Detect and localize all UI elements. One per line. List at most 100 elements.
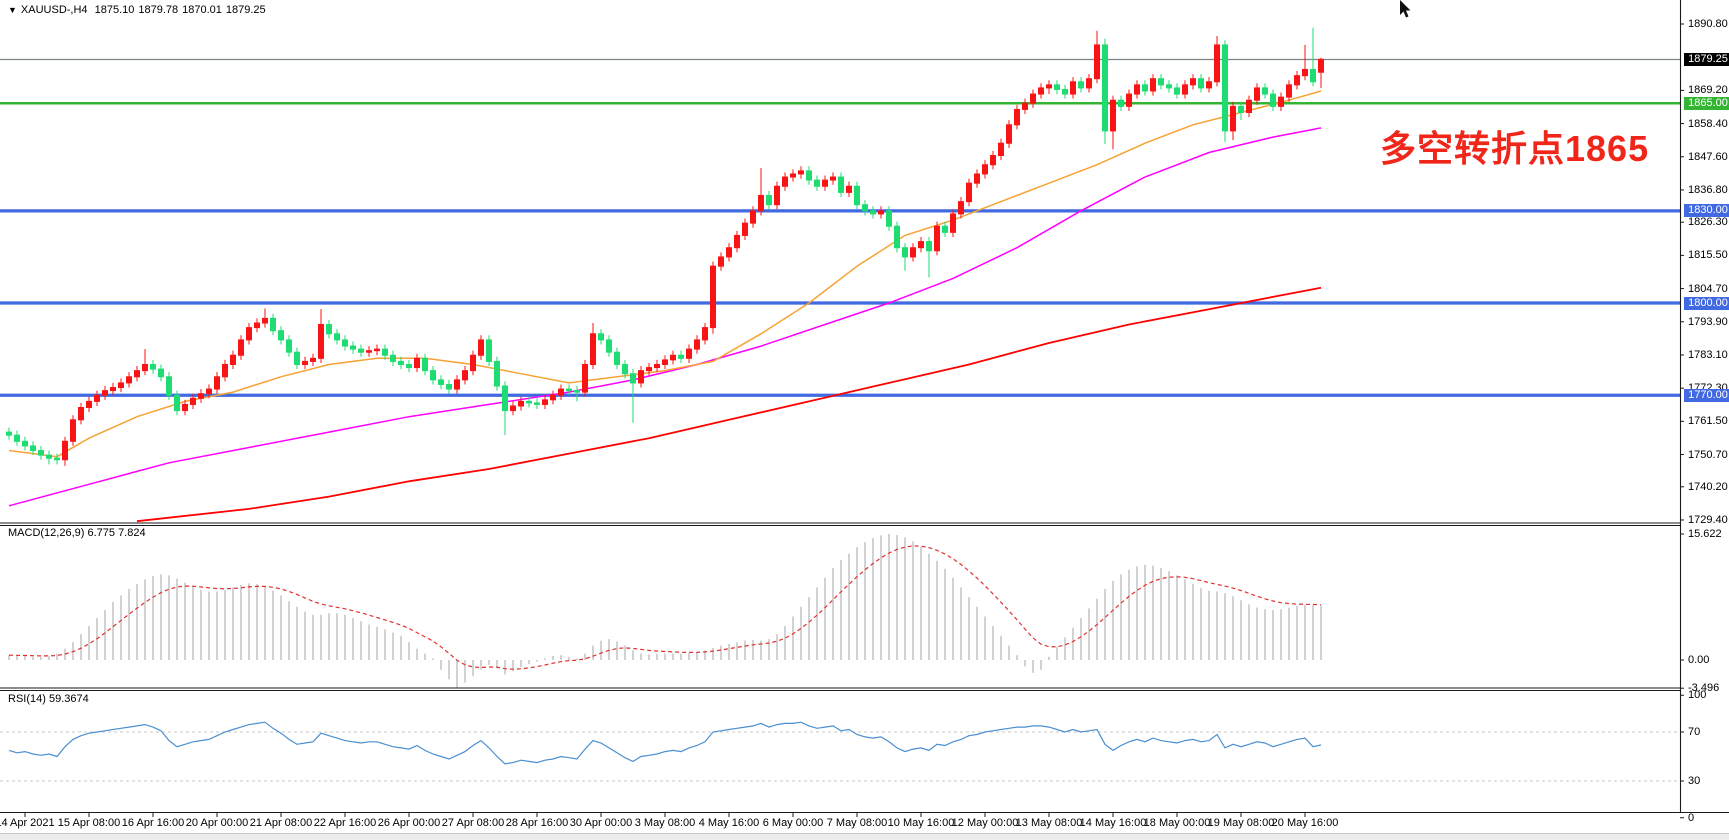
time-axis-label: 15 Apr 08:00 — [57, 817, 121, 829]
ohlc-high: 1879.78 — [138, 4, 179, 16]
candle-body — [446, 383, 452, 390]
candle-body — [262, 317, 268, 324]
candle-body — [1038, 87, 1044, 95]
candle-body — [918, 241, 924, 249]
candle-body — [1294, 75, 1300, 86]
candle-body — [294, 351, 300, 365]
time-axis-label: 7 May 08:00 — [826, 817, 888, 829]
candle-body — [814, 179, 820, 187]
candle-body — [822, 179, 828, 187]
macd-axis-label: -3.496 — [1688, 682, 1720, 695]
candle-body — [726, 247, 732, 258]
candle-body — [782, 176, 788, 187]
candle-body — [566, 388, 572, 392]
candle-body — [470, 354, 476, 372]
candle-body — [966, 182, 972, 203]
candle-body — [1046, 84, 1052, 89]
candle-body — [990, 155, 996, 166]
time-axis-label: 14 Apr 2021 — [0, 817, 55, 829]
candle-body — [526, 400, 532, 404]
candle-body — [702, 327, 708, 341]
price-level-badge[interactable]: 1830.00 — [1684, 204, 1729, 218]
candle-body — [1134, 84, 1140, 95]
candle-body — [590, 333, 596, 365]
time-axis-label: 20 Apr 00:00 — [185, 817, 249, 829]
candle-body — [710, 265, 716, 329]
price-tick-label: 1858.40 — [1688, 117, 1728, 130]
candle-body — [1302, 68, 1308, 77]
chart-header: ▼ XAUUSD-,H4 1875.10 1879.78 1870.01 1879.25 — [8, 4, 270, 16]
candle-body — [670, 354, 676, 361]
candle-body — [6, 431, 12, 436]
price-level-badge[interactable]: 1800.00 — [1684, 296, 1729, 310]
candle-body — [454, 379, 460, 390]
candle-body — [1006, 124, 1012, 144]
price-tick-label: 1869.20 — [1688, 84, 1728, 97]
candle-body — [342, 339, 348, 347]
ohlc-low: 1870.01 — [182, 4, 222, 16]
collapse-arrow-icon[interactable]: ▼ — [8, 5, 17, 15]
rsi-axis-label: 0 — [1688, 811, 1695, 824]
candle-body — [182, 403, 188, 412]
time-axis-label: 21 Apr 08:00 — [249, 817, 313, 829]
candle-body — [1182, 84, 1188, 95]
candle-body — [558, 388, 564, 396]
time-axis-label: 6 May 00:00 — [762, 817, 824, 829]
candle-body — [574, 390, 580, 393]
candle-body — [222, 363, 228, 378]
candle-body — [790, 173, 796, 178]
candle-body — [174, 394, 180, 412]
candle-body — [94, 394, 100, 402]
time-axis-label: 12 May 00:00 — [951, 817, 1019, 829]
candle-body — [214, 376, 220, 390]
time-axis-label: 10 May 16:00 — [887, 817, 955, 829]
candle-body — [486, 339, 492, 362]
macd-name: MACD(12,26,9) — [8, 527, 85, 539]
time-axis-label: 27 Apr 08:00 — [441, 817, 505, 829]
candle-body — [1062, 88, 1068, 95]
price-level-badge[interactable]: 1770.00 — [1684, 388, 1729, 402]
candle-body — [166, 376, 172, 396]
candle-body — [878, 210, 884, 215]
rsi-name: RSI(14) — [8, 693, 46, 705]
candle-body — [1222, 44, 1228, 132]
price-tick-label: 1740.20 — [1688, 480, 1728, 493]
price-tick-label: 1847.60 — [1688, 150, 1728, 163]
candle-body — [30, 445, 36, 452]
current-price-badge: 1879.25 — [1684, 52, 1729, 66]
symbol-period-label: XAUUSD-,H4 — [20, 4, 88, 16]
candle-body — [582, 363, 588, 393]
candle-body — [846, 185, 852, 193]
candle-body — [430, 370, 436, 381]
price-level-badge[interactable]: 1865.00 — [1684, 96, 1729, 110]
price-tick-label: 1793.90 — [1688, 315, 1728, 328]
candle-body — [958, 201, 964, 215]
time-axis-label: 18 May 00:00 — [1143, 817, 1211, 829]
ohlc-close: 1879.25 — [225, 4, 266, 16]
candle-body — [950, 213, 956, 233]
candle-body — [510, 405, 516, 412]
candle-body — [286, 339, 292, 353]
candle-body — [1270, 93, 1276, 107]
candle-body — [350, 345, 356, 350]
candle-body — [1014, 108, 1020, 126]
candle-body — [646, 367, 652, 372]
candle-body — [854, 185, 860, 206]
candle-body — [1174, 87, 1180, 95]
candle-body — [862, 204, 868, 212]
candle-body — [1086, 78, 1092, 89]
candle-body — [870, 210, 876, 215]
candle-body — [22, 440, 28, 447]
candle-body — [70, 419, 76, 442]
candle-body — [798, 170, 804, 175]
macd-axis-label: 0.00 — [1688, 654, 1710, 666]
candle-body — [318, 324, 324, 359]
annotation-text[interactable]: 多空转折点1865 — [1380, 128, 1650, 169]
candle-body — [550, 394, 556, 401]
ohlc-open: 1875.10 — [94, 4, 135, 16]
candle-body — [742, 222, 748, 236]
time-axis-label: 19 May 08:00 — [1207, 817, 1275, 829]
candle-body — [270, 317, 276, 332]
